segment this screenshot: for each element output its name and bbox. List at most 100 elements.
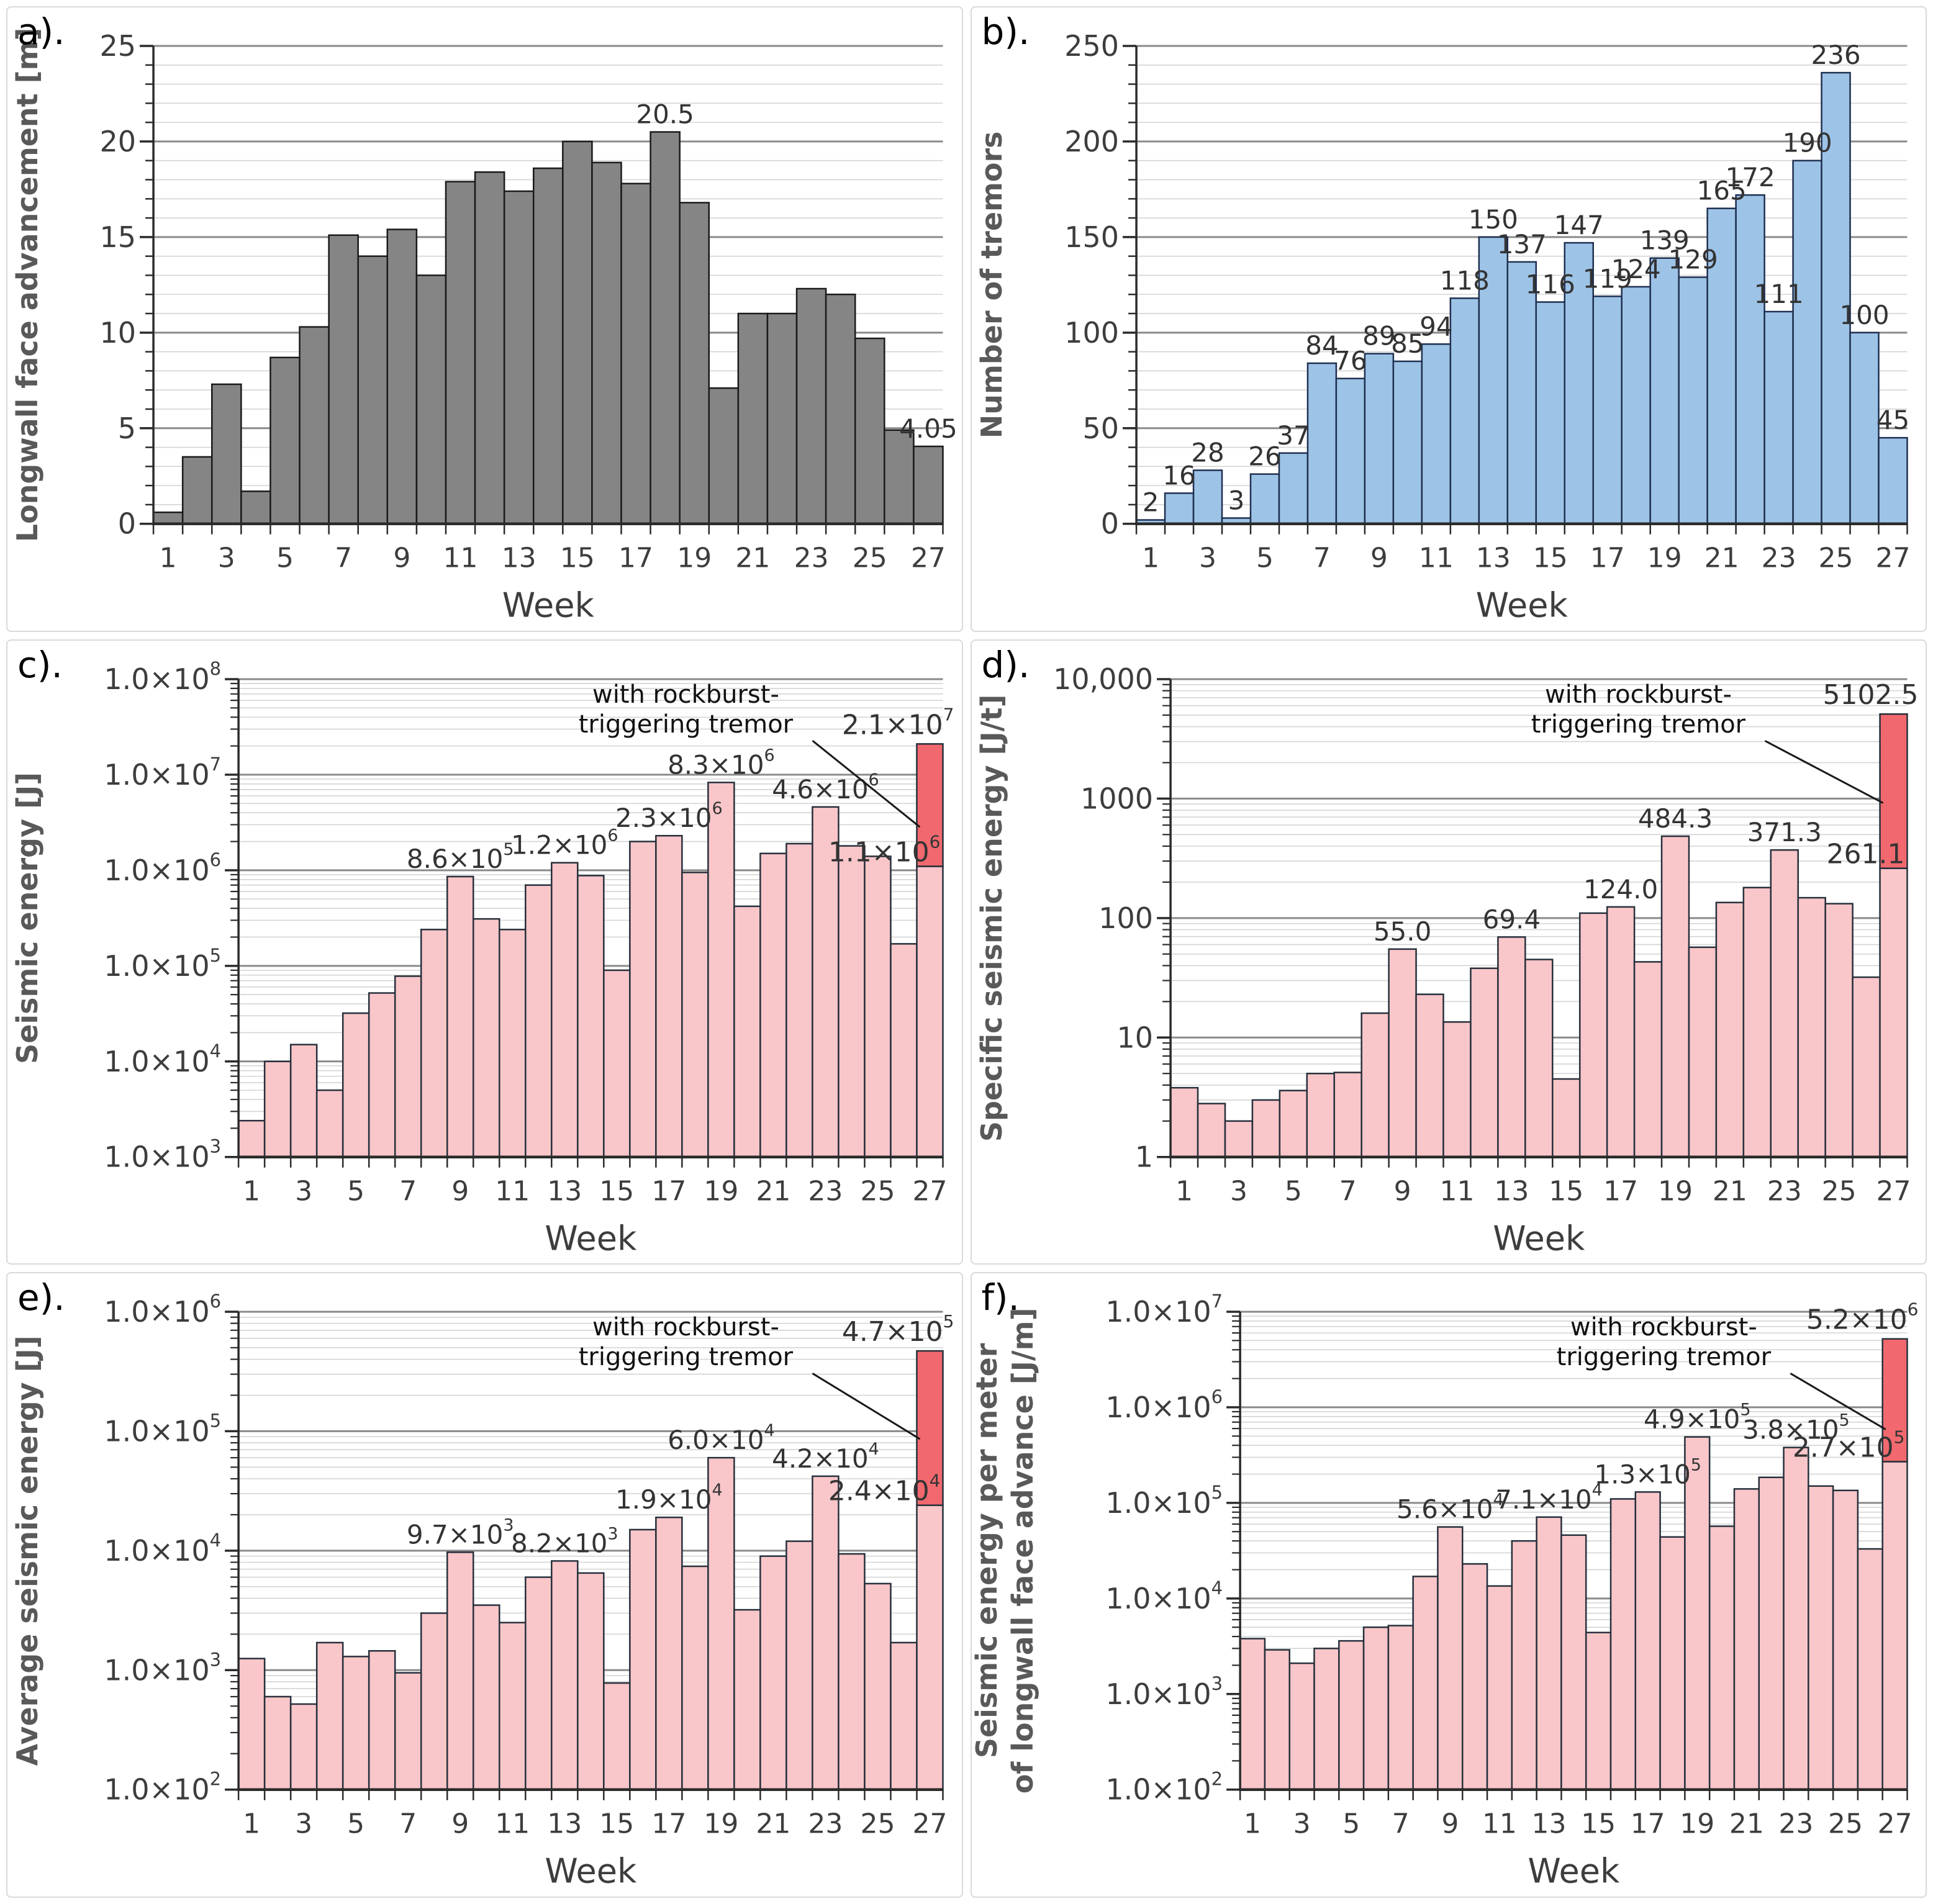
svg-text:23: 23 [808,1808,843,1840]
svg-text:25: 25 [1821,1175,1856,1207]
svg-text:11: 11 [495,1175,530,1207]
svg-text:137: 137 [1496,229,1546,259]
svg-text:1.3×105: 1.3×105 [1594,1456,1701,1490]
svg-text:1.9×104: 1.9×104 [615,1481,723,1515]
svg-text:23: 23 [1778,1808,1813,1840]
svg-text:17: 17 [651,1808,686,1840]
svg-text:165: 165 [1696,176,1746,206]
svg-text:15: 15 [1532,543,1567,574]
svg-text:1.0×106: 1.0×106 [104,849,221,887]
svg-text:9: 9 [1370,543,1387,574]
svg-text:23: 23 [1767,1175,1801,1207]
svg-text:23: 23 [808,1175,843,1207]
svg-text:1.0×103: 1.0×103 [1105,1673,1223,1711]
svg-text:172: 172 [1725,162,1775,192]
svg-text:17: 17 [618,543,653,574]
svg-text:1.0×104: 1.0×104 [104,1530,221,1568]
svg-text:Week: Week [502,586,595,625]
svg-text:124.0: 124.0 [1583,874,1657,905]
svg-text:5: 5 [1256,543,1273,574]
svg-text:50: 50 [1082,412,1119,445]
svg-text:85: 85 [1391,328,1424,359]
svg-text:11: 11 [443,543,478,574]
svg-text:1.0×106: 1.0×106 [1105,1386,1223,1424]
svg-text:147: 147 [1554,210,1603,240]
svg-text:triggering tremor: triggering tremor [579,1343,794,1371]
svg-text:27: 27 [1876,1175,1911,1207]
svg-text:1.0×105: 1.0×105 [104,944,221,982]
svg-text:21: 21 [1712,1175,1747,1207]
svg-text:1.0×103: 1.0×103 [104,1649,221,1687]
svg-text:4.6×106: 4.6×106 [772,770,879,805]
svg-text:26: 26 [1248,441,1281,472]
panel-e-average-seismic-energy: 1.0×102 1.0×103 1.0×104 1.0×105 1.0×106 1 3 5 7 9… [6,1272,963,1898]
svg-text:8.6×105: 8.6×105 [407,840,514,874]
svg-text:4.05: 4.05 [899,413,957,444]
svg-text:7: 7 [1392,1808,1409,1840]
svg-text:84: 84 [1305,330,1338,361]
svg-text:21: 21 [756,1808,790,1840]
svg-text:1.2×106: 1.2×106 [511,826,618,860]
svg-text:9: 9 [393,543,410,574]
svg-text:5: 5 [347,1175,364,1207]
svg-text:with rockburst-: with rockburst- [1545,680,1732,709]
svg-text:1.0×103: 1.0×103 [104,1135,221,1173]
svg-text:19: 19 [1658,1175,1693,1207]
svg-text:19: 19 [704,1808,738,1840]
svg-text:17: 17 [1603,1175,1638,1207]
svg-text:27: 27 [912,1175,947,1207]
svg-text:9.7×103: 9.7×103 [407,1516,514,1550]
chart-c-seismic-energy: 1.0×103 1.0×104 1.0×105 1.0×106 1.0×107 1.0×1… [11,658,954,1258]
svg-text:190: 190 [1782,128,1832,158]
svg-text:15: 15 [1549,1175,1583,1207]
svg-text:with rockburst-: with rockburst- [592,680,779,709]
svg-text:27: 27 [1875,543,1910,574]
svg-text:25: 25 [860,1175,895,1207]
panel-label-f: f). [981,1276,1020,1319]
annotation-leader-line [812,740,920,828]
svg-text:11: 11 [1418,543,1453,574]
svg-text:11: 11 [495,1808,530,1840]
svg-text:3: 3 [1293,1808,1310,1840]
svg-text:139: 139 [1639,225,1689,256]
svg-text:8.2×103: 8.2×103 [511,1525,618,1559]
svg-text:27: 27 [912,1808,947,1840]
svg-text:3.8×105: 3.8×105 [1742,1411,1850,1445]
svg-text:2.4×104: 2.4×104 [828,1471,941,1507]
svg-text:13: 13 [502,543,536,574]
svg-text:150: 150 [1468,204,1518,235]
svg-text:1: 1 [1142,543,1159,574]
svg-text:3: 3 [1228,485,1244,515]
svg-text:17: 17 [1630,1808,1665,1840]
panel-label-a: a). [17,11,65,53]
svg-text:1000: 1000 [1080,782,1153,815]
svg-text:94: 94 [1419,311,1452,341]
svg-text:Week: Week [1528,1852,1620,1891]
svg-text:23: 23 [1761,543,1796,574]
svg-text:4.2×104: 4.2×104 [772,1440,879,1474]
svg-text:5: 5 [1284,1175,1301,1207]
svg-text:100: 100 [1839,300,1889,330]
svg-text:9: 9 [451,1808,469,1840]
svg-text:10: 10 [100,316,137,350]
svg-text:76: 76 [1334,346,1367,376]
svg-text:0: 0 [118,507,136,541]
svg-text:236: 236 [1811,40,1860,70]
svg-text:triggering tremor: triggering tremor [1556,1343,1771,1371]
chart-f-seismic-energy-per-meter: 1.0×102 1.0×103 1.0×104 1.0×105 1.0×106 1.0×1… [972,1291,1918,1891]
svg-text:6.0×104: 6.0×104 [668,1421,775,1455]
svg-text:Average seismic energy [J]: Average seismic energy [J] [11,1336,44,1766]
svg-text:45: 45 [1876,405,1909,435]
svg-text:3: 3 [1199,543,1216,574]
svg-text:21: 21 [756,1175,790,1207]
svg-text:3: 3 [295,1808,312,1840]
svg-text:1.1×106: 1.1×106 [828,831,941,868]
svg-text:27: 27 [1877,1808,1912,1840]
svg-text:118: 118 [1439,265,1489,296]
svg-text:55.0: 55.0 [1373,916,1431,946]
svg-text:25: 25 [1818,543,1853,574]
panel-d-specific-seismic-energy: 1 10 100 1000 10,000 1 3 5 7 9 11 13 15 17 19 21 23 25 27 W… [970,639,1927,1265]
svg-text:2.3×106: 2.3×106 [615,799,723,833]
